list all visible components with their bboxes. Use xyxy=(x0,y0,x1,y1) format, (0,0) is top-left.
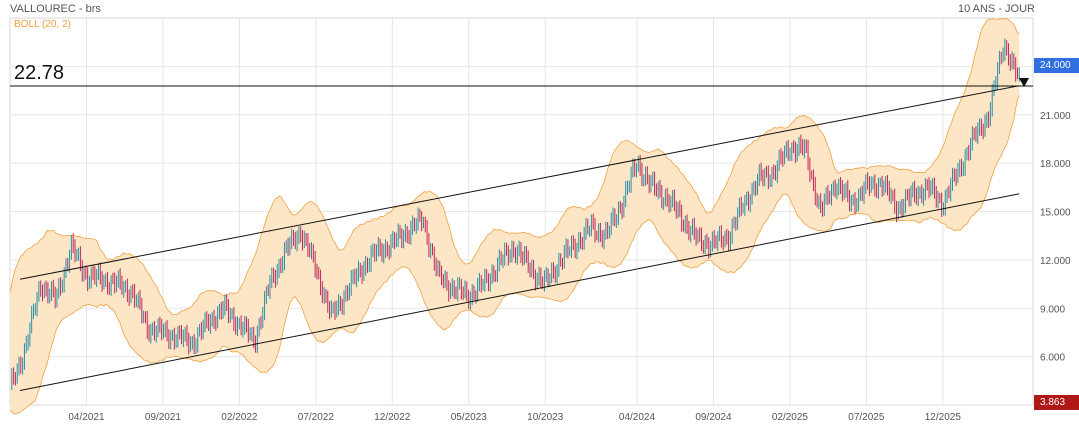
x-axis: 04/2021 09/2021 02/2022 07/2022 12/2022 05/20… xyxy=(68,412,961,423)
low-price-tag: 3.863 xyxy=(1034,395,1079,410)
chart-title: VALLOUREC - brs xyxy=(10,3,101,15)
y-tick-label: 15.000 xyxy=(1040,208,1071,219)
x-tick-label: 07/2022 xyxy=(298,412,335,423)
channel-upper-line xyxy=(19,85,1020,280)
bollinger-band xyxy=(9,18,1020,415)
reference-line-label: 22.78 xyxy=(14,62,65,84)
y-tick-label: 12.000 xyxy=(1040,256,1071,267)
indicator-label: BOLL (20, 2) xyxy=(14,19,71,30)
x-tick-label: 02/2025 xyxy=(772,412,809,423)
x-tick-label: 09/2024 xyxy=(695,412,732,423)
arrow-icon xyxy=(1019,78,1029,88)
y-tick-label: 21.000 xyxy=(1040,111,1071,122)
x-tick-label: 12/2022 xyxy=(374,412,411,423)
x-tick-label: 09/2021 xyxy=(145,412,182,423)
x-tick-label: 04/2021 xyxy=(68,412,105,423)
x-tick-label: 04/2024 xyxy=(619,412,656,423)
x-tick-label: 07/2025 xyxy=(848,412,885,423)
x-tick-label: 02/2022 xyxy=(221,412,258,423)
trend-lines xyxy=(10,78,1033,391)
x-tick-label: 05/2023 xyxy=(451,412,488,423)
y-tick-label: 6.000 xyxy=(1040,353,1065,364)
band-upper xyxy=(9,18,1020,316)
current-price-tag: 24.000 xyxy=(1034,58,1079,73)
y-tick-label: 18.000 xyxy=(1040,159,1071,170)
channel-lower-line xyxy=(19,193,1020,391)
x-tick-label: 12/2025 xyxy=(925,412,962,423)
y-tick-label: 9.000 xyxy=(1040,304,1065,315)
x-tick-label: 10/2023 xyxy=(527,412,564,423)
price-candles xyxy=(11,38,1020,391)
band-area xyxy=(10,18,1020,414)
chart-period: 10 ANS - JOUR xyxy=(957,3,1035,15)
